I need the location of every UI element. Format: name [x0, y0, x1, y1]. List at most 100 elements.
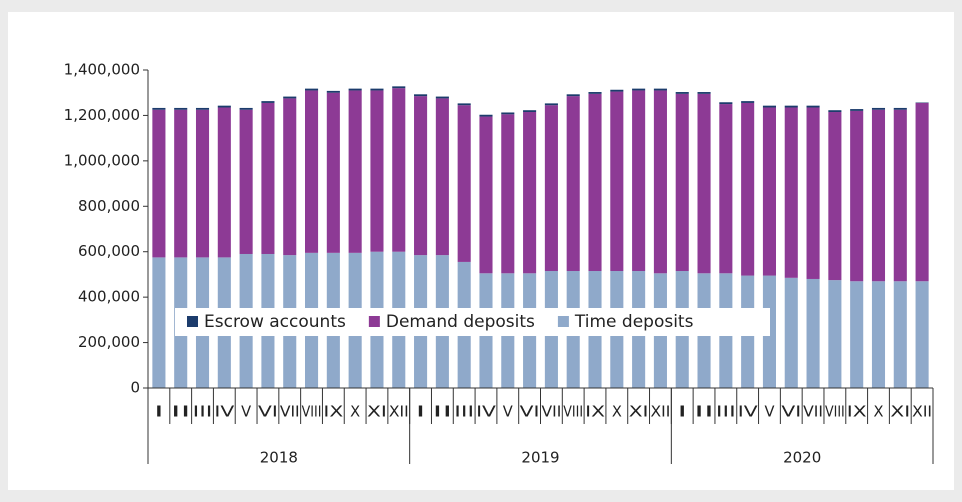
x-tick-label: IV — [738, 403, 759, 421]
bar-segment — [174, 107, 188, 110]
bar-segment — [871, 109, 886, 282]
bar-segment — [828, 112, 842, 281]
bar-segment — [850, 110, 864, 282]
x-tick-label: IX — [847, 403, 867, 421]
x-tick-label: X — [612, 403, 622, 421]
bar-segment — [697, 93, 711, 274]
bar-segment — [501, 114, 515, 274]
x-tick-label: VI — [520, 403, 540, 421]
legend-swatch — [368, 316, 380, 327]
bar-segment — [871, 107, 886, 110]
legend-swatch — [187, 316, 198, 327]
legend-swatch — [557, 316, 569, 327]
bar-segment — [675, 92, 689, 94]
bar-segment — [217, 107, 231, 258]
bar-segment — [632, 88, 646, 91]
bar-segment — [675, 93, 689, 272]
bar-segment — [370, 88, 384, 91]
bar-segment — [414, 94, 428, 97]
x-tick-label: VII — [803, 403, 823, 421]
bar-segment — [523, 110, 537, 113]
bar-segment — [457, 103, 471, 106]
bar-segment — [893, 281, 907, 388]
bar-segment — [588, 92, 602, 94]
bar-segment — [610, 91, 624, 272]
bar-segment — [893, 107, 907, 110]
group-label: 2020 — [783, 449, 821, 467]
bar-segment — [348, 88, 362, 91]
y-tick-label: 600,000 — [78, 242, 140, 260]
bar-segment — [653, 90, 667, 274]
bar-segment — [632, 90, 646, 272]
bar-segment — [195, 109, 210, 258]
legend-label: Escrow accounts — [204, 312, 346, 332]
x-tick-label: IV — [214, 403, 235, 421]
bar-segment — [697, 92, 711, 94]
bar-segment — [806, 105, 820, 108]
bar-segment — [435, 98, 449, 256]
x-tick-label: VIII — [563, 403, 583, 421]
bar-segment — [326, 90, 340, 93]
bar-segment — [152, 257, 166, 388]
x-tick-label: I — [677, 403, 687, 421]
x-tick-label: III — [454, 403, 474, 421]
bar-segment — [784, 107, 798, 278]
x-tick-label: II — [694, 403, 714, 421]
bar-segment — [370, 90, 384, 252]
bar-segment — [152, 109, 166, 258]
bar-segment — [174, 109, 188, 258]
x-tick-label: VII — [542, 403, 562, 421]
x-tick-label: XI — [629, 403, 649, 421]
y-tick-label: 400,000 — [78, 288, 140, 306]
bar-segment — [305, 90, 319, 253]
bar-segment — [850, 281, 864, 388]
x-tick-label: IX — [323, 403, 343, 421]
x-tick-label: I — [154, 403, 164, 421]
bar-segment — [915, 281, 929, 388]
bar-segment — [261, 102, 275, 254]
bar-segment — [239, 109, 253, 254]
bar-segment — [741, 101, 755, 103]
bar-segment — [784, 277, 798, 388]
bar-segment — [544, 103, 558, 106]
bar-segment — [784, 105, 798, 108]
bar-segment — [719, 104, 733, 274]
bar-segment — [457, 105, 471, 262]
x-tick-label: XII — [912, 403, 932, 421]
bar-segment — [871, 281, 886, 388]
x-tick-label: I — [416, 403, 426, 421]
bar-segment — [348, 90, 362, 253]
bar-segment — [806, 278, 820, 388]
bar-segment — [414, 96, 428, 256]
bar-segment — [893, 109, 907, 282]
bar-segment — [239, 107, 253, 110]
y-tick-label: 1,400,000 — [64, 61, 140, 79]
x-tick-label: V — [503, 403, 514, 421]
x-tick-label: V — [764, 403, 775, 421]
x-tick-label: XII — [651, 403, 671, 421]
bar-segment — [806, 107, 820, 279]
x-tick-label: III — [716, 403, 736, 421]
y-tick-label: 200,000 — [78, 333, 140, 351]
x-tick-label: III — [193, 403, 213, 421]
group-label: 2018 — [260, 449, 298, 467]
y-tick-label: 1,000,000 — [64, 151, 140, 169]
x-tick-label: VIII — [825, 403, 845, 421]
x-tick-label: II — [432, 403, 452, 421]
bar-segment — [283, 96, 297, 99]
bar-segment — [326, 92, 340, 253]
legend-label: Time deposits — [574, 312, 694, 332]
bar-segment — [392, 88, 406, 252]
group-label: 2019 — [521, 449, 559, 467]
bar-segment — [566, 94, 580, 97]
x-tick-label: IV — [476, 403, 497, 421]
x-tick-label: X — [350, 403, 360, 421]
x-tick-label: X — [873, 403, 883, 421]
bar-segment — [610, 89, 624, 92]
y-tick-label: 800,000 — [78, 197, 140, 215]
bar-segment — [566, 96, 580, 272]
x-tick-label: VIII — [302, 403, 322, 421]
bar-segment — [762, 107, 776, 276]
